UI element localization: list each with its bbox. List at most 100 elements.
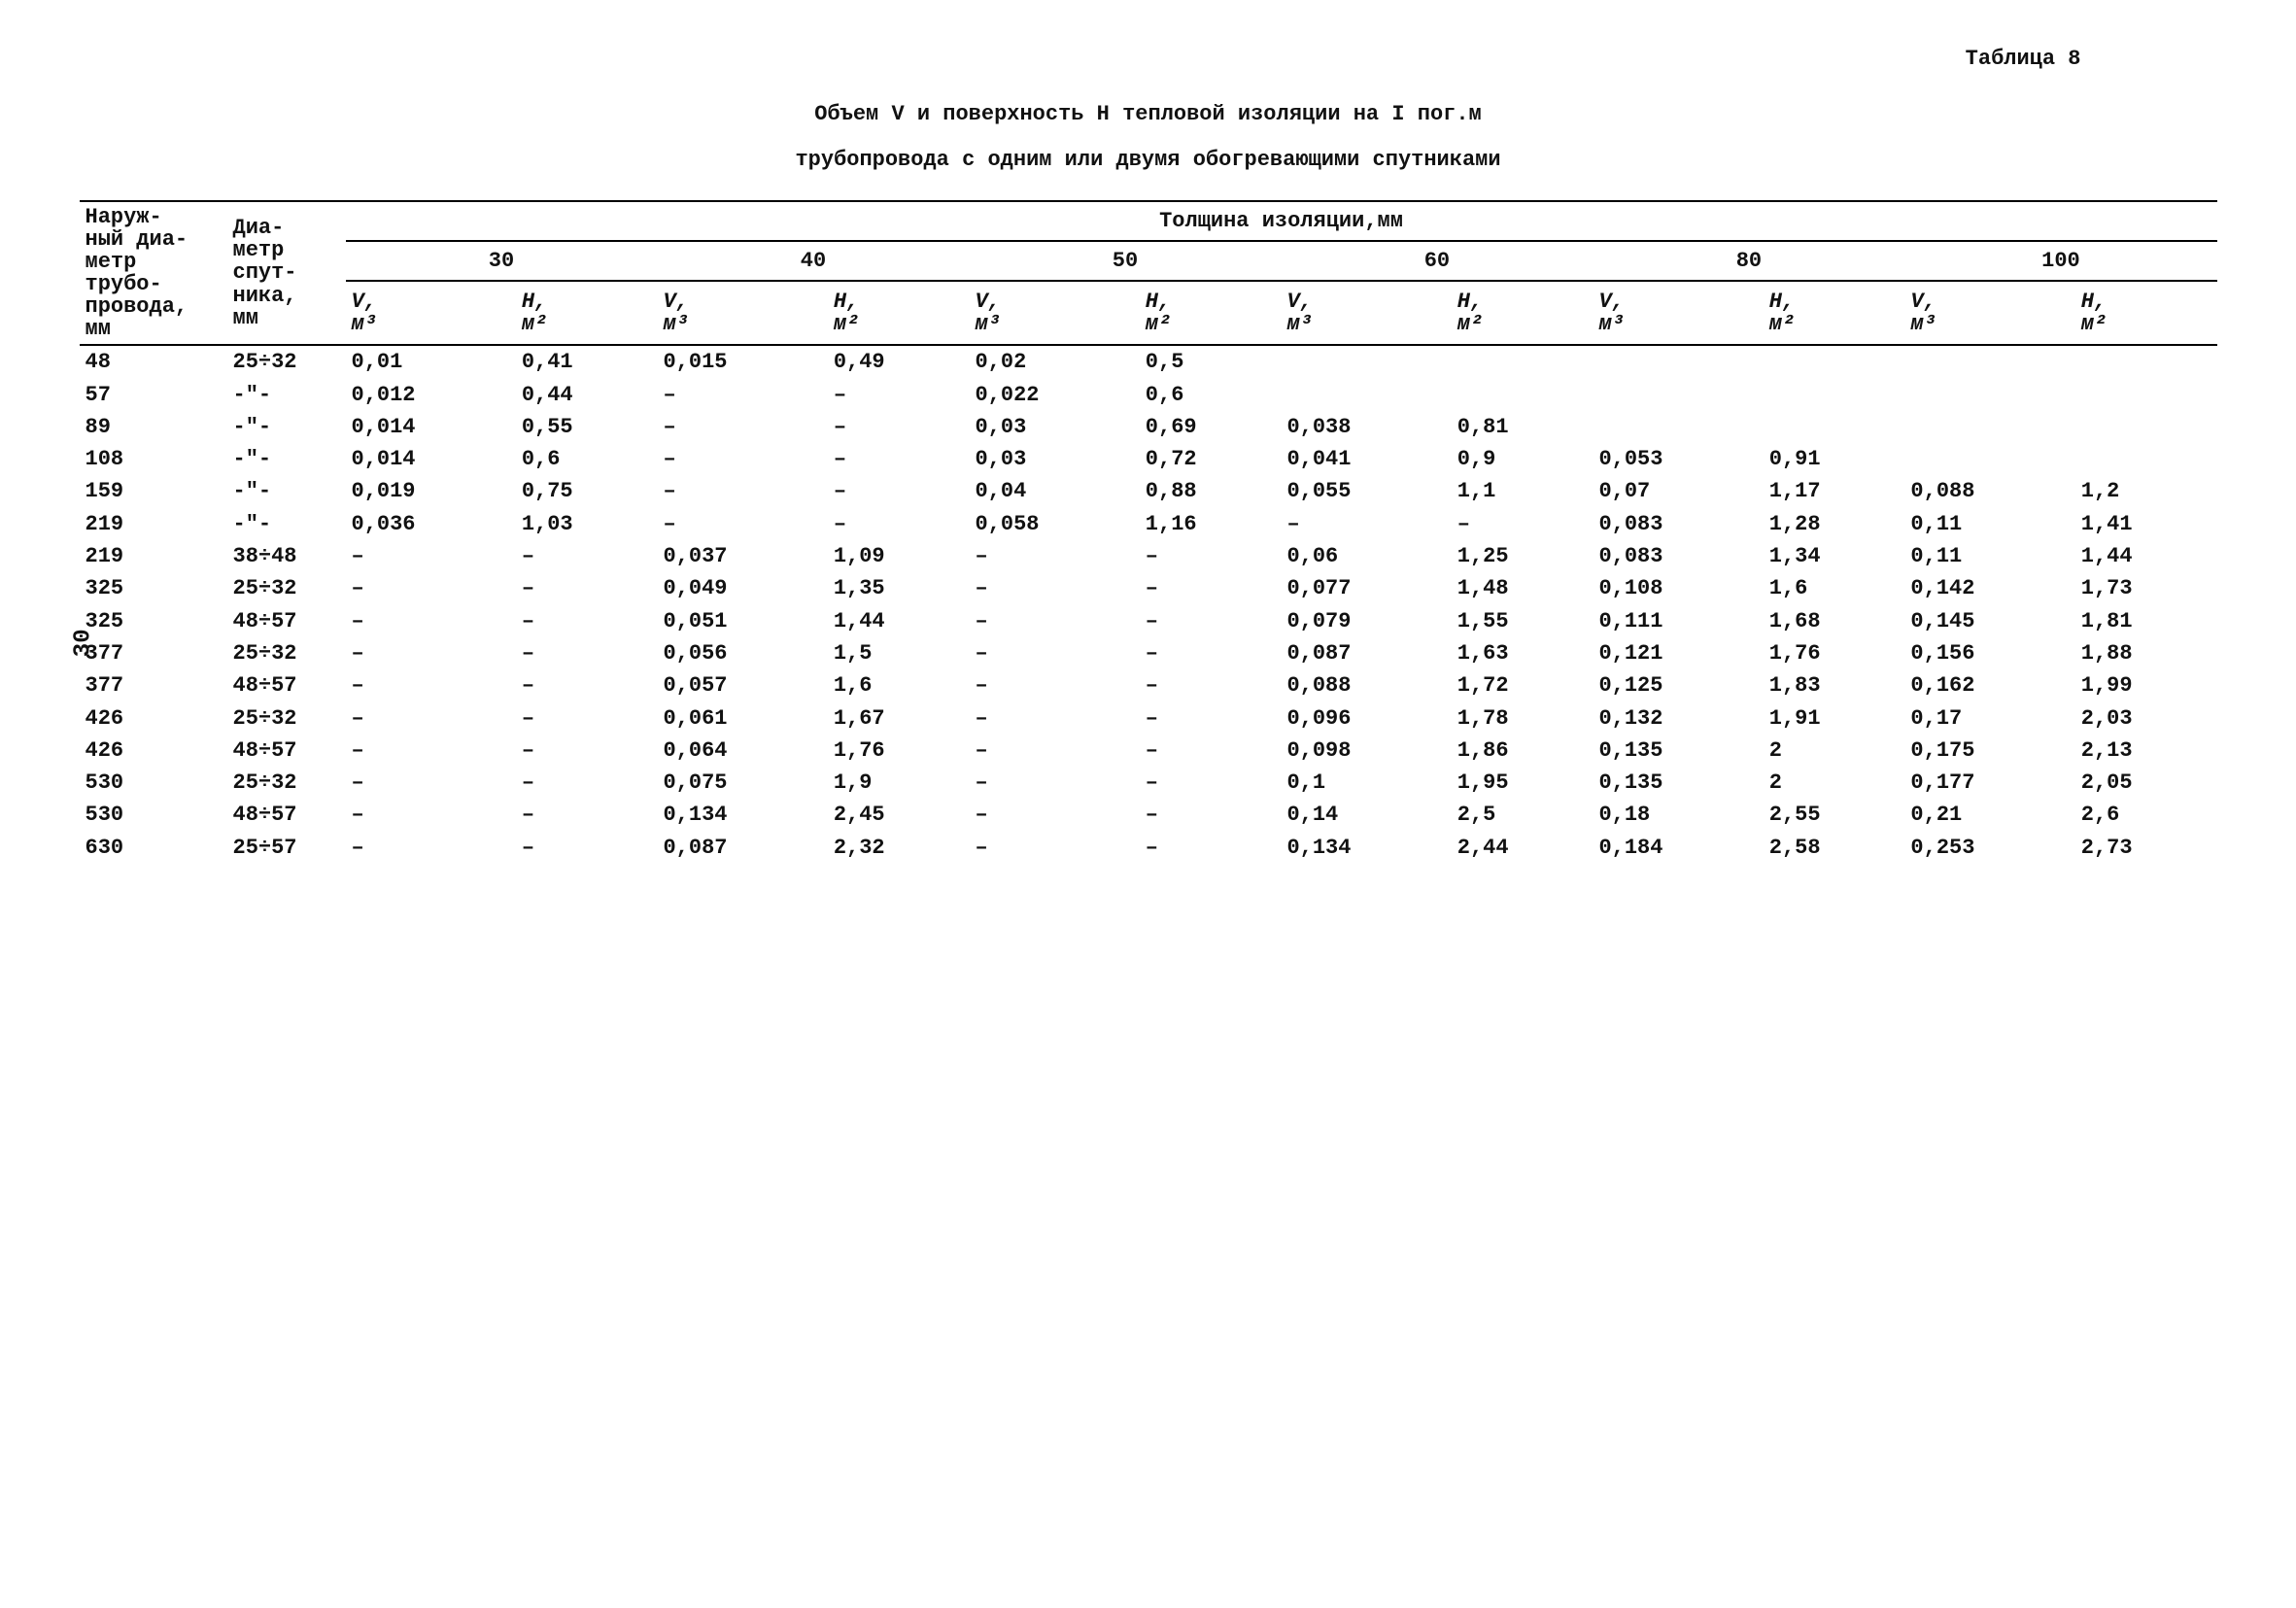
header-row-units: V,м³ H,м² V,м³ H,м² V,м³ H,м² V,м³ H,м² … <box>80 281 2217 345</box>
cell-value: – <box>657 508 827 540</box>
cell-value: 0,75 <box>516 475 658 507</box>
vh-50-h: H,м² <box>1140 281 1282 345</box>
table-row: 53048÷57––0,1342,45––0,142,50,182,550,21… <box>80 799 2217 831</box>
cell-value: 0,037 <box>657 540 827 572</box>
cell-value: 1,9 <box>828 767 970 799</box>
cell-diameter: 630 <box>80 832 227 864</box>
cell-sputnik: 25÷32 <box>227 572 346 604</box>
cell-value: 1,34 <box>1764 540 1905 572</box>
cell-value <box>1281 379 1451 411</box>
cell-value: – <box>1281 508 1451 540</box>
cell-value: 1,91 <box>1764 702 1905 735</box>
cell-value: 1,03 <box>516 508 658 540</box>
cell-value: 0,135 <box>1593 767 1763 799</box>
cell-value <box>2075 345 2217 378</box>
cell-sputnik: 38÷48 <box>227 540 346 572</box>
caption-line-1: Объем V и поверхность H тепловой изоляци… <box>814 102 1482 126</box>
cell-value: 1,55 <box>1452 605 1593 637</box>
cell-value: 0,03 <box>969 443 1139 475</box>
thickness-100: 100 <box>1904 241 2216 281</box>
cell-value: 0,1 <box>1281 767 1451 799</box>
cell-value: 0,88 <box>1140 475 1282 507</box>
cell-value: – <box>346 605 516 637</box>
cell-value: 1,95 <box>1452 767 1593 799</box>
cell-value: 2,55 <box>1764 799 1905 831</box>
cell-value: 0,049 <box>657 572 827 604</box>
vh-30-v: V,м³ <box>346 281 516 345</box>
cell-diameter: 219 <box>80 540 227 572</box>
cell-value: – <box>828 379 970 411</box>
cell-value: 0,135 <box>1593 735 1763 767</box>
cell-value: – <box>516 799 658 831</box>
vh-100-v: V,м³ <box>1904 281 2074 345</box>
cell-value: – <box>516 702 658 735</box>
cell-value: 0,077 <box>1281 572 1451 604</box>
thickness-50: 50 <box>969 241 1281 281</box>
cell-value: – <box>516 735 658 767</box>
cell-value: – <box>969 572 1139 604</box>
cell-value: 2 <box>1764 735 1905 767</box>
vh-50-v: V,м³ <box>969 281 1139 345</box>
cell-value: 0,11 <box>1904 508 2074 540</box>
cell-value: 0,014 <box>346 443 516 475</box>
table-row: 37725÷32––0,0561,5––0,0871,630,1211,760,… <box>80 637 2217 669</box>
cell-sputnik: -"- <box>227 475 346 507</box>
cell-sputnik: 48÷57 <box>227 669 346 701</box>
cell-value: 0,06 <box>1281 540 1451 572</box>
cell-value: 1,16 <box>1140 508 1282 540</box>
cell-value: 1,86 <box>1452 735 1593 767</box>
cell-value: 1,6 <box>1764 572 1905 604</box>
cell-value: 2,5 <box>1452 799 1593 831</box>
vh-60-h: H,м² <box>1452 281 1593 345</box>
col-header-diameter: Наруж- ный диа- метр трубо- провода, мм <box>80 201 227 346</box>
cell-value: – <box>1140 637 1282 669</box>
cell-value: 1,41 <box>2075 508 2217 540</box>
cell-value: – <box>828 411 970 443</box>
cell-sputnik: 25÷32 <box>227 702 346 735</box>
cell-value: 1,73 <box>2075 572 2217 604</box>
vh-40-v: V,м³ <box>657 281 827 345</box>
cell-value: – <box>516 540 658 572</box>
cell-diameter: 219 <box>80 508 227 540</box>
cell-value: 2,73 <box>2075 832 2217 864</box>
cell-value: 1,44 <box>2075 540 2217 572</box>
cell-value: 0,015 <box>657 345 827 378</box>
cell-value <box>1904 411 2074 443</box>
cell-value: – <box>516 767 658 799</box>
cell-value <box>1452 379 1593 411</box>
cell-value: – <box>1140 702 1282 735</box>
cell-value: 0,087 <box>657 832 827 864</box>
thickness-60: 60 <box>1281 241 1593 281</box>
table-row: 42648÷57––0,0641,76––0,0981,860,13520,17… <box>80 735 2217 767</box>
cell-sputnik: 25÷32 <box>227 345 346 378</box>
cell-value <box>1764 345 1905 378</box>
table-caption: Объем V и поверхность H тепловой изоляци… <box>80 81 2217 170</box>
cell-value: – <box>657 443 827 475</box>
cell-value: 1,63 <box>1452 637 1593 669</box>
cell-value: – <box>346 572 516 604</box>
cell-value: 0,121 <box>1593 637 1763 669</box>
cell-value: 0,175 <box>1904 735 2074 767</box>
cell-value: 0,058 <box>969 508 1139 540</box>
cell-sputnik: 48÷57 <box>227 605 346 637</box>
cell-value: 0,125 <box>1593 669 1763 701</box>
cell-value: – <box>1140 540 1282 572</box>
cell-sputnik: 25÷57 <box>227 832 346 864</box>
thickness-80: 80 <box>1593 241 1904 281</box>
cell-value: 0,81 <box>1452 411 1593 443</box>
cell-value: 0,064 <box>657 735 827 767</box>
cell-value: 0,019 <box>346 475 516 507</box>
cell-value: 2,45 <box>828 799 970 831</box>
cell-value: – <box>828 443 970 475</box>
cell-value: 0,057 <box>657 669 827 701</box>
cell-diameter: 530 <box>80 767 227 799</box>
table-row: 4825÷320,010,410,0150,490,020,5 <box>80 345 2217 378</box>
table-row: 89-"-0,0140,55––0,030,690,0380,81 <box>80 411 2217 443</box>
cell-value: – <box>346 702 516 735</box>
cell-value: – <box>346 832 516 864</box>
cell-value: 0,04 <box>969 475 1139 507</box>
vh-60-v: V,м³ <box>1281 281 1451 345</box>
cell-value: – <box>969 540 1139 572</box>
cell-value: 1,72 <box>1452 669 1593 701</box>
cell-value: – <box>969 637 1139 669</box>
